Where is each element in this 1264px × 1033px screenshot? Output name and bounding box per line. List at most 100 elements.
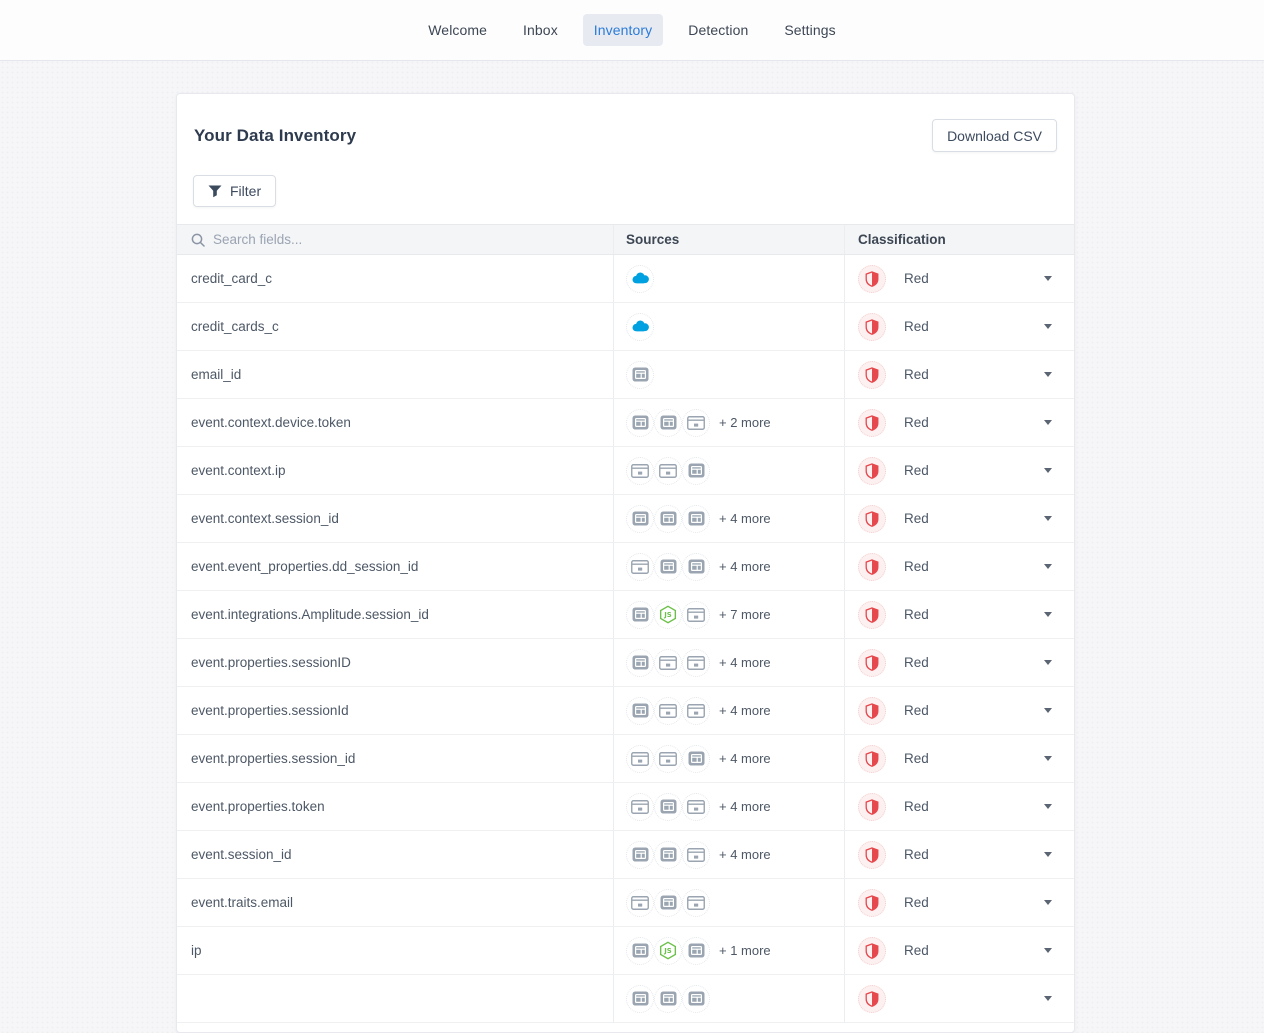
classification-label: Red — [904, 511, 929, 526]
classification-label: Red — [904, 847, 929, 862]
classification-label: Red — [904, 655, 929, 670]
classification-shield-icon — [858, 984, 886, 1013]
chevron-down-icon[interactable] — [1044, 372, 1052, 377]
chevron-down-icon[interactable] — [1044, 612, 1052, 617]
application-icon — [682, 552, 710, 581]
application-icon — [626, 600, 654, 629]
table-row: event.integrations.Amplitude.session_id … — [177, 591, 1074, 639]
webpage-icon — [682, 696, 710, 725]
classification-label: Red — [904, 463, 929, 478]
source-icons: JS — [626, 936, 710, 965]
webpage-icon — [626, 888, 654, 917]
source-icons — [626, 264, 654, 293]
classification-label: Red — [904, 415, 929, 430]
field-name: credit_cards_c — [191, 319, 279, 334]
application-icon — [626, 696, 654, 725]
application-icon — [654, 840, 682, 869]
search-input[interactable] — [213, 232, 593, 247]
nodejs-icon: JS — [654, 600, 682, 629]
application-icon — [626, 648, 654, 677]
chevron-down-icon[interactable] — [1044, 660, 1052, 665]
more-sources[interactable]: + 7 more — [719, 607, 771, 622]
application-icon — [626, 984, 654, 1013]
table-row: event.context.device.token + 2 more Red — [177, 399, 1074, 447]
panel-header: Your Data Inventory Download CSV — [177, 94, 1074, 160]
nav-item-welcome[interactable]: Welcome — [428, 22, 488, 38]
field-name: event.session_id — [191, 847, 292, 862]
more-sources[interactable]: + 2 more — [719, 415, 771, 430]
more-sources[interactable]: + 4 more — [719, 751, 771, 766]
toolbar: Filter — [177, 160, 1074, 224]
webpage-icon — [626, 744, 654, 773]
table-row: ip JS + 1 more Red — [177, 927, 1074, 975]
application-icon — [682, 504, 710, 533]
application-icon — [682, 984, 710, 1013]
nav-item-inventory[interactable]: Inventory — [582, 14, 664, 46]
more-sources[interactable]: + 4 more — [719, 799, 771, 814]
download-csv-label: Download CSV — [947, 127, 1042, 144]
webpage-icon — [682, 792, 710, 821]
chevron-down-icon[interactable] — [1044, 276, 1052, 281]
salesforce-icon — [626, 312, 654, 341]
chevron-down-icon[interactable] — [1044, 468, 1052, 473]
more-sources[interactable]: + 4 more — [719, 511, 771, 526]
chevron-down-icon[interactable] — [1044, 852, 1052, 857]
webpage-icon — [682, 408, 710, 437]
nav-item-detection[interactable]: Detection — [688, 22, 749, 38]
more-sources[interactable]: + 4 more — [719, 703, 771, 718]
nav-item-inbox[interactable]: Inbox — [523, 22, 558, 38]
application-icon — [654, 792, 682, 821]
chevron-down-icon[interactable] — [1044, 708, 1052, 713]
download-csv-button[interactable]: Download CSV — [932, 119, 1057, 152]
classification-shield-icon — [858, 600, 886, 629]
webpage-icon — [654, 648, 682, 677]
table-body: credit_card_c Red credit_cards_c — [177, 255, 1074, 1023]
more-sources[interactable]: + 4 more — [719, 655, 771, 670]
application-icon — [626, 936, 654, 965]
chevron-down-icon[interactable] — [1044, 516, 1052, 521]
more-sources[interactable]: + 4 more — [719, 847, 771, 862]
classification-shield-icon — [858, 888, 886, 917]
filter-button[interactable]: Filter — [193, 175, 277, 207]
column-header-sources: Sources — [626, 232, 680, 247]
chevron-down-icon[interactable] — [1044, 900, 1052, 905]
application-icon — [654, 984, 682, 1013]
chevron-down-icon[interactable] — [1044, 420, 1052, 425]
classification-shield-icon — [858, 408, 886, 437]
more-sources[interactable]: + 4 more — [719, 559, 771, 574]
classification-shield-icon — [858, 312, 886, 341]
more-sources[interactable]: + 1 more — [719, 943, 771, 958]
application-icon — [654, 408, 682, 437]
application-icon — [682, 936, 710, 965]
search-icon — [191, 233, 205, 247]
webpage-icon — [682, 840, 710, 869]
chevron-down-icon[interactable] — [1044, 564, 1052, 569]
source-icons — [626, 840, 710, 869]
chevron-down-icon[interactable] — [1044, 804, 1052, 809]
table-row: event.context.session_id + 4 more Red — [177, 495, 1074, 543]
webpage-icon — [682, 648, 710, 677]
classification-label: Red — [904, 943, 929, 958]
classification-shield-icon — [858, 504, 886, 533]
source-icons — [626, 360, 654, 389]
field-name: event.properties.sessionId — [191, 703, 349, 718]
source-icons — [626, 744, 710, 773]
column-header-classification: Classification — [858, 232, 946, 247]
field-name: event.properties.token — [191, 799, 325, 814]
table-row: event.session_id + 4 more Red — [177, 831, 1074, 879]
classification-label: Red — [904, 559, 929, 574]
source-icons — [626, 984, 710, 1013]
source-icons — [626, 648, 710, 677]
webpage-icon — [682, 600, 710, 629]
nav-item-settings[interactable]: Settings — [784, 22, 836, 38]
classification-label: Red — [904, 319, 929, 334]
source-icons — [626, 552, 710, 581]
chevron-down-icon[interactable] — [1044, 996, 1052, 1001]
chevron-down-icon[interactable] — [1044, 948, 1052, 953]
application-icon — [654, 552, 682, 581]
chevron-down-icon[interactable] — [1044, 756, 1052, 761]
chevron-down-icon[interactable] — [1044, 324, 1052, 329]
webpage-icon — [654, 696, 682, 725]
field-name: email_id — [191, 367, 242, 382]
classification-shield-icon — [858, 936, 886, 965]
